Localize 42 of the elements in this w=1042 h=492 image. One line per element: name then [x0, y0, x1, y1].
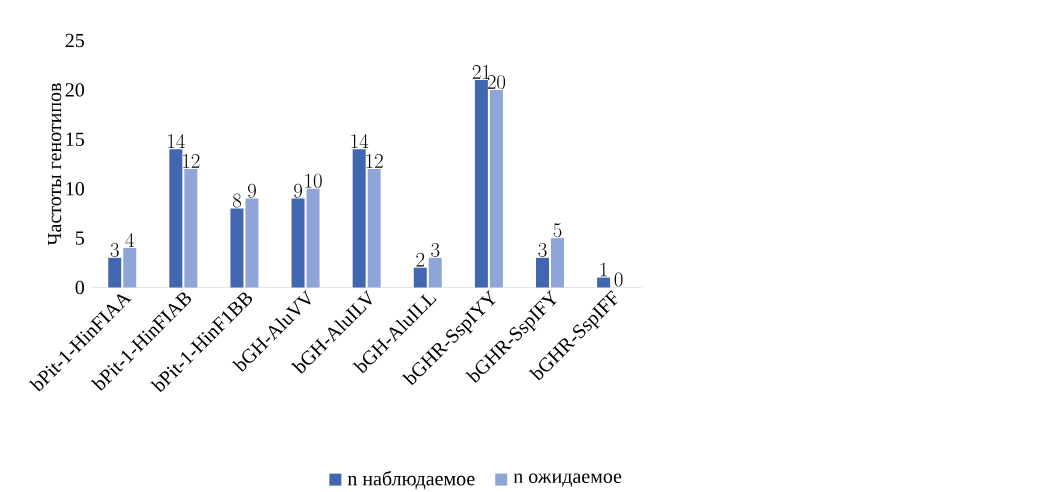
data-label: 8	[232, 193, 242, 208]
bar	[123, 247, 137, 288]
bar	[428, 257, 442, 288]
data-label: 3	[110, 242, 119, 257]
y-tick-label: 10	[66, 181, 85, 196]
y-axis-title: Частоты генотипов	[47, 83, 62, 246]
data-label: 12	[183, 154, 200, 168]
data-label: 9	[294, 183, 303, 198]
y-tick-label: 15	[66, 132, 85, 146]
bar	[474, 80, 488, 288]
legend-label: n наблюдаемое	[347, 470, 475, 490]
data-label: 3	[431, 242, 440, 257]
bar	[108, 257, 122, 288]
data-label: 14	[168, 134, 185, 148]
bar	[597, 277, 611, 288]
bar	[489, 89, 503, 288]
data-label: 5	[553, 223, 562, 238]
data-label: 2	[416, 252, 425, 267]
data-label: 14	[351, 134, 369, 148]
data-label: 3	[538, 242, 547, 257]
data-label: 0	[614, 272, 623, 287]
y-tick-label: 5	[75, 231, 85, 245]
bar	[413, 267, 427, 288]
bar	[184, 168, 198, 288]
y-tick-label: 20	[65, 83, 85, 97]
bar	[169, 149, 183, 288]
bar	[291, 198, 305, 288]
bar	[352, 149, 366, 288]
data-label: 9	[247, 183, 256, 198]
y-tick-label: 25	[65, 33, 85, 48]
data-label: 10	[305, 173, 322, 188]
bar	[535, 257, 549, 288]
bar	[230, 208, 244, 288]
data-label: 12	[366, 154, 383, 168]
bar	[550, 238, 564, 288]
data-label: 1	[600, 262, 607, 277]
bar	[367, 168, 381, 288]
data-label: 4	[125, 232, 135, 247]
y-tick-label: 0	[75, 280, 85, 295]
legend-label: n ожидаемое	[513, 473, 622, 487]
bar	[306, 188, 320, 288]
bar	[245, 198, 259, 288]
